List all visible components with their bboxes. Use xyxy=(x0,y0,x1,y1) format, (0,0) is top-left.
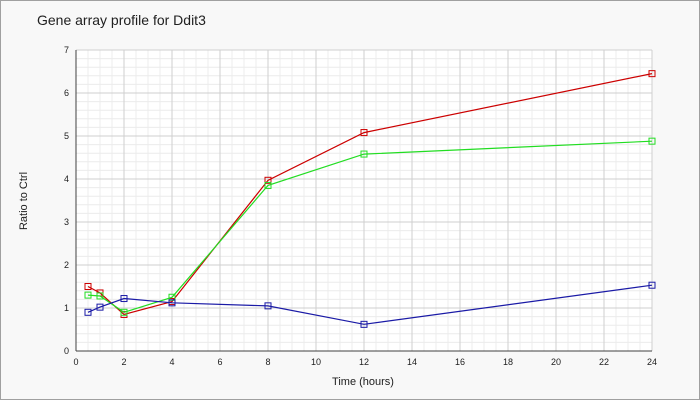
data-point-marker xyxy=(96,303,104,311)
y-tick-label: 3 xyxy=(64,217,69,227)
data-point-marker xyxy=(648,70,656,78)
y-tick-label: 6 xyxy=(64,88,69,98)
data-point-marker xyxy=(264,176,272,184)
data-point-marker xyxy=(96,292,104,300)
y-tick-label: 7 xyxy=(64,45,69,55)
x-tick-label: 22 xyxy=(599,357,609,367)
data-point-marker xyxy=(120,295,128,303)
series-layer xyxy=(84,70,656,328)
data-series xyxy=(84,137,656,316)
data-point-marker xyxy=(264,181,272,189)
major-grid xyxy=(75,49,653,352)
y-tick-label: 2 xyxy=(64,260,69,270)
y-tick-label: 5 xyxy=(64,131,69,141)
x-tick-label: 24 xyxy=(647,357,657,367)
x-tick-label: 18 xyxy=(503,357,513,367)
x-tick-label: 4 xyxy=(169,357,174,367)
x-axis-label: Time (hours) xyxy=(332,376,394,388)
axes xyxy=(75,50,652,352)
data-point-marker xyxy=(84,308,92,316)
data-point-marker xyxy=(84,291,92,299)
series-line xyxy=(87,284,653,325)
data-point-marker xyxy=(264,302,272,310)
x-tick-label: 12 xyxy=(359,357,369,367)
x-tick-label: 2 xyxy=(121,357,126,367)
x-tick-label: 10 xyxy=(311,357,321,367)
x-tick-label: 6 xyxy=(217,357,222,367)
data-point-marker xyxy=(360,150,368,158)
data-point-marker xyxy=(360,320,368,328)
data-point-marker xyxy=(648,137,656,145)
y-tick-label: 4 xyxy=(64,174,69,184)
x-tick-label: 14 xyxy=(407,357,417,367)
data-point-marker xyxy=(120,308,128,316)
series-line xyxy=(87,140,653,313)
y-axis-label: Ratio to Ctrl xyxy=(18,172,30,230)
data-point-marker xyxy=(360,129,368,137)
x-tick-label: 8 xyxy=(265,357,270,367)
x-tick-label: 20 xyxy=(551,357,561,367)
y-tick-label: 0 xyxy=(64,346,69,356)
data-series xyxy=(84,281,656,328)
data-point-marker xyxy=(84,283,92,290)
data-point-marker xyxy=(648,281,656,289)
x-tick-label: 0 xyxy=(73,357,78,367)
data-point-marker xyxy=(168,299,176,307)
x-tick-label: 16 xyxy=(455,357,465,367)
y-tick-label: 1 xyxy=(64,303,69,313)
chart-title: Gene array profile for Ddit3 xyxy=(37,12,206,28)
